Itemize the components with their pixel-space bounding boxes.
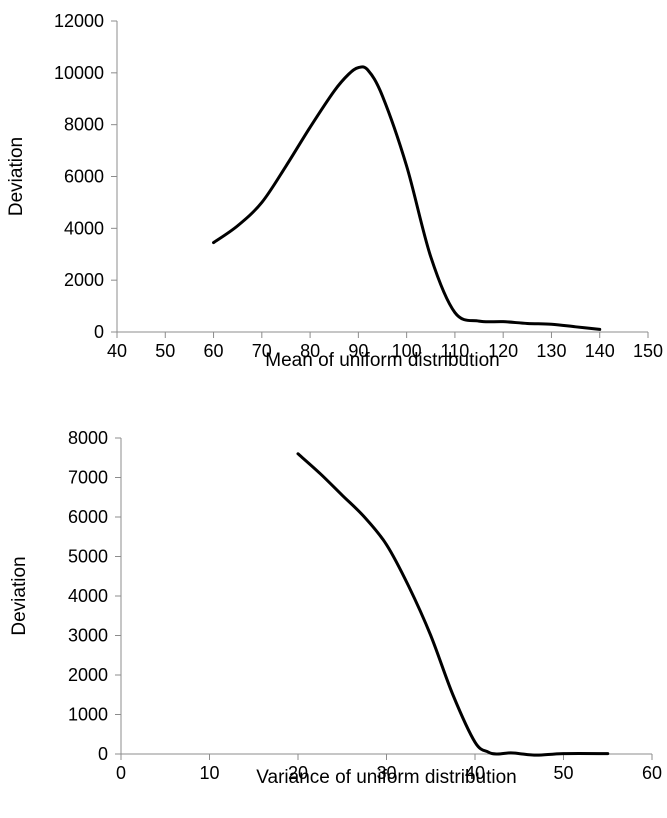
y-tick-label: 4000: [64, 218, 104, 238]
series-line: [212, 65, 602, 331]
y-tick-label: 2000: [68, 665, 108, 685]
y-axis-title: Deviation: [9, 556, 30, 635]
x-tick-label: 60: [204, 341, 224, 361]
series-line: [296, 452, 610, 757]
x-tick-label: 80: [300, 341, 320, 361]
x-tick-label: 20: [288, 763, 308, 783]
y-tick-label: 2000: [64, 270, 104, 290]
y-tick-label: 4000: [68, 586, 108, 606]
y-tick-group: 0 2000 4000 6000 8000 10000 12000: [54, 11, 117, 342]
y-tick-label: 12000: [54, 11, 104, 31]
y-tick-label: 3000: [68, 626, 108, 646]
x-axis-title: Variance of uniform distribution: [256, 767, 517, 788]
x-tick-label: 110: [441, 341, 470, 361]
chart-mean-deviation: 0 2000 4000 6000 8000 10000 12000 40 50 60 70 80 90…: [6, 11, 663, 371]
x-tick-label: 130: [536, 341, 566, 361]
x-tick-label: 40: [107, 341, 127, 361]
x-tick-label: 50: [553, 763, 573, 783]
x-tick-group: 0 10 20 30 40 50 60: [116, 754, 662, 783]
x-tick-label: 100: [392, 341, 422, 361]
y-tick-label: 8000: [64, 115, 104, 135]
x-tick-label: 30: [376, 763, 396, 783]
y-tick-label: 7000: [68, 468, 108, 488]
x-tick-label: 150: [633, 341, 663, 361]
y-tick-label: 0: [94, 322, 104, 342]
y-tick-label: 6000: [68, 507, 108, 527]
chart-variance-deviation: 0 1000 2000 3000 4000 5000 6000 7000 8000 0 10 20 3…: [9, 428, 662, 788]
y-tick-label: 8000: [68, 428, 108, 448]
y-tick-label: 5000: [68, 547, 108, 567]
y-tick-label: 10000: [54, 63, 104, 83]
x-axis-title: Mean of uniform distribution: [265, 350, 499, 371]
y-axis-title: Deviation: [6, 137, 27, 216]
y-tick-label: 6000: [64, 167, 104, 187]
x-tick-label: 90: [348, 341, 368, 361]
x-tick-label: 120: [488, 341, 518, 361]
x-tick-label: 0: [116, 763, 126, 783]
x-tick-label: 60: [642, 763, 662, 783]
x-tick-label: 70: [252, 341, 272, 361]
x-tick-label: 40: [465, 763, 485, 783]
y-tick-group: 0 1000 2000 3000 4000 5000 6000 7000 8000: [68, 428, 121, 764]
x-tick-label: 10: [199, 763, 219, 783]
y-tick-label: 1000: [68, 705, 108, 725]
x-tick-label: 50: [155, 341, 175, 361]
y-tick-label: 0: [98, 744, 108, 764]
x-tick-label: 140: [585, 341, 615, 361]
x-tick-group: 40 50 60 70 80 90 100 110 120 130 140 150: [107, 332, 663, 361]
